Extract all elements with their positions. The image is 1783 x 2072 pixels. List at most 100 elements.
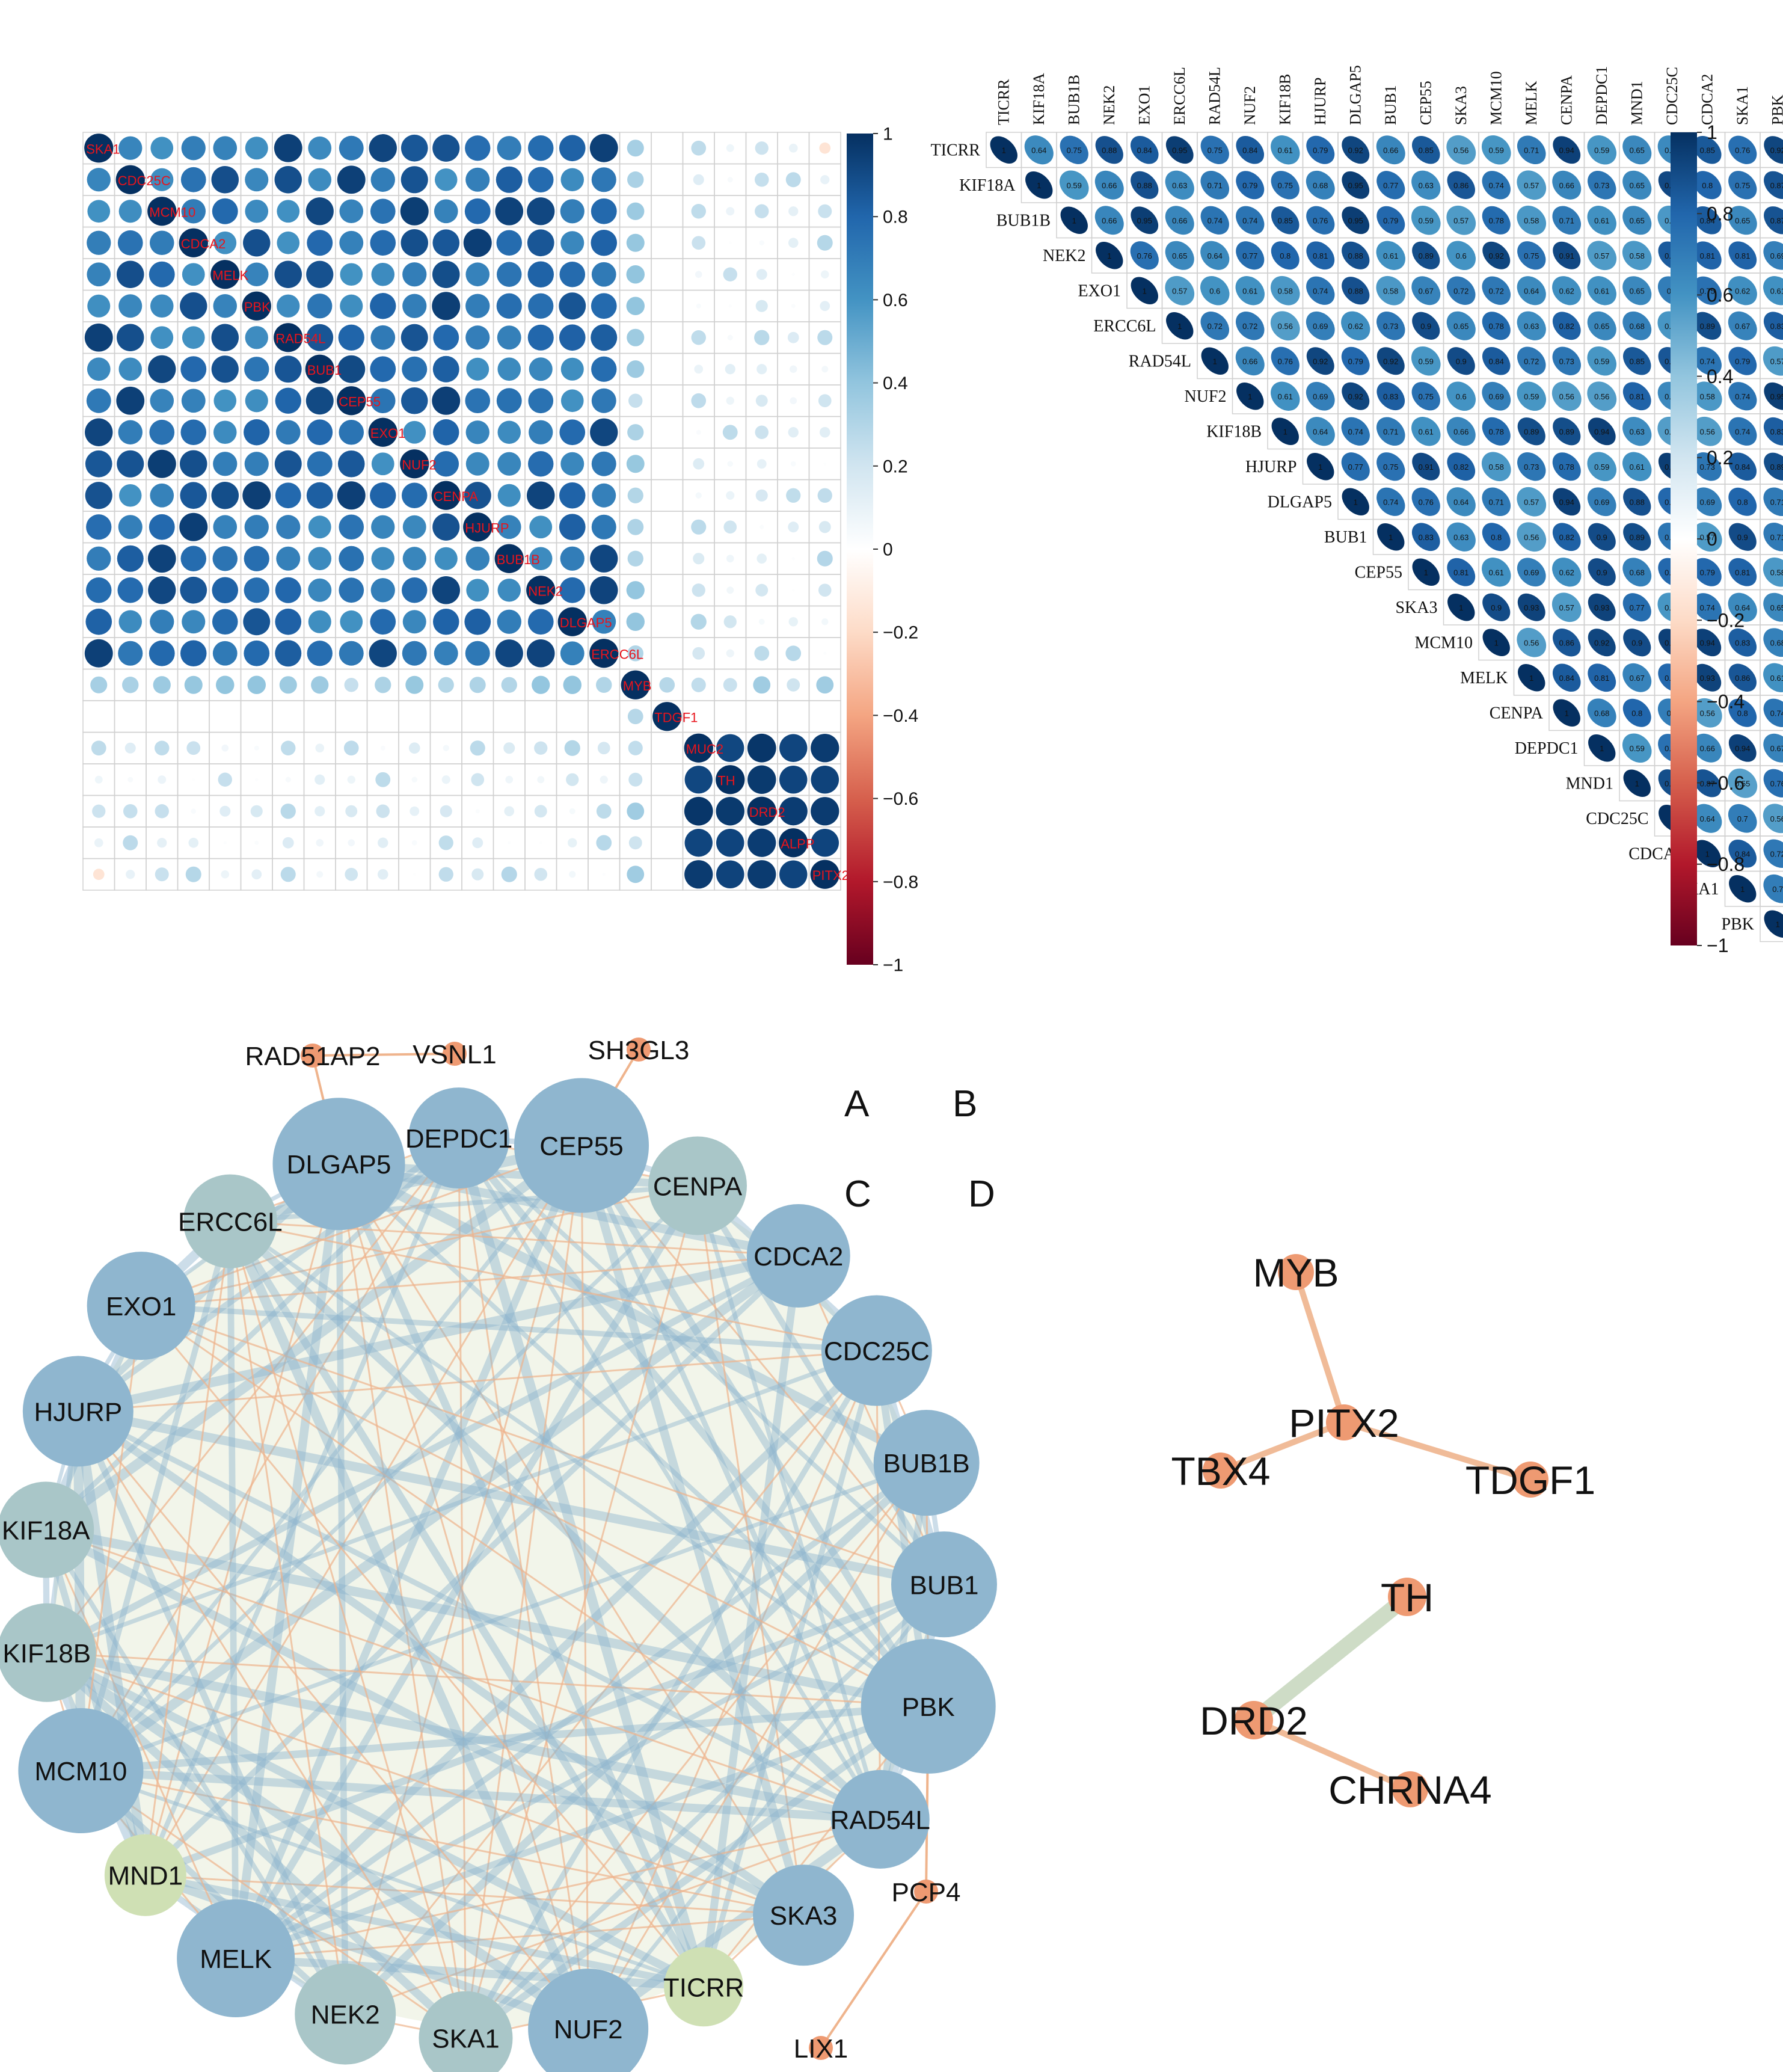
corr-circle-ERCC6L-PITX2 xyxy=(823,651,827,655)
corr-circle-ERCC6L-PBK xyxy=(244,640,270,666)
corr-ellipse-KIF18A-MCM10 xyxy=(1482,171,1511,200)
network-edge xyxy=(143,1253,801,1878)
corr-value: 0.56 xyxy=(1278,322,1293,331)
corr-circle-ALPP-RAD54L xyxy=(282,837,294,849)
corr-circle-BUB1-EXO1 xyxy=(370,356,396,383)
corr-ellipse-RAD54L-NUF2 xyxy=(1235,346,1265,376)
corr-value: 0.87 xyxy=(1770,181,1783,190)
corr-value: 0.63 xyxy=(1630,427,1645,436)
corr-value: 0.74 xyxy=(1348,427,1363,436)
corr-circle-EXO1-MYB xyxy=(627,424,644,441)
corr-ellipse-KIF18A-SKA1 xyxy=(1728,171,1757,200)
corr-circle-CDCA2-MCM10 xyxy=(149,230,174,256)
corr-circle-PITX2-NEK2 xyxy=(534,867,548,881)
corr-circle-BUB1-PITX2 xyxy=(821,366,829,373)
col-label-nuf2: NUF2 xyxy=(1241,86,1259,125)
corr-circle-MYB-MCM10 xyxy=(153,676,171,694)
corr-ellipse-MCM10-MELK xyxy=(1517,627,1547,657)
satellite-node-pcp4 xyxy=(914,1880,938,1904)
corr-value: 1 xyxy=(1107,251,1111,260)
corr-ellipse-MND1-MND1 xyxy=(1623,769,1651,797)
network-edge xyxy=(80,1460,927,1773)
corr-ellipse-ERCC6L-RAD54L xyxy=(1200,311,1230,340)
corr-circle-RAD54L-TDGF1 xyxy=(666,336,668,339)
corr-value: 0.85 xyxy=(1419,146,1434,155)
corr-value: 0.61 xyxy=(1594,286,1609,295)
colorbar-tick-label: 0.6 xyxy=(1707,284,1733,306)
network-edge xyxy=(44,1525,930,1711)
corr-ellipse-RAD54L-MELK xyxy=(1517,346,1546,376)
corr-circle-CENPA-NUF2 xyxy=(401,482,428,509)
corr-ellipse-NEK2-SKA1 xyxy=(1728,241,1757,270)
satellite-label-pcp4: PCP4 xyxy=(892,1878,961,1907)
corr-circle-TH-ERCC6L xyxy=(600,775,608,784)
corr-value: 1 xyxy=(1002,146,1006,155)
satellite-edge xyxy=(312,1053,455,1057)
corr-circle-NEK2-TDGF1 xyxy=(666,589,668,591)
corr-ellipse-BUB1-BUB1 xyxy=(1377,523,1405,551)
row-label-ticrr: TICRR xyxy=(931,141,981,160)
corr-circle-BUB1B-HJURP xyxy=(465,546,490,571)
corr-value: 0.56 xyxy=(1770,814,1783,823)
corr-circle-BUB1B-BUB1B xyxy=(494,544,524,573)
corr-value: 0.67 xyxy=(1770,744,1783,753)
corr-value: 0.66 xyxy=(1453,427,1468,436)
corr-circle-DRD2-DLGAP5 xyxy=(569,808,575,814)
corr-circle-CEP55-TDGF1 xyxy=(666,399,668,402)
network-edge xyxy=(226,1219,593,2031)
corr-circle-MCM10-MCM10 xyxy=(147,197,177,226)
corr-value: 1 xyxy=(1565,709,1569,718)
corr-ellipse-MND1-CDCA2 xyxy=(1693,769,1722,798)
corr-circle-BUB1B-DRD2 xyxy=(756,553,767,564)
corr-ellipse-TICRR-NUF2 xyxy=(1236,135,1265,164)
corr-circle-ALPP-CENPA xyxy=(438,835,453,850)
corr-circle-HJURP-RAD54L xyxy=(276,515,301,540)
corr-ellipse-RAD54L-KIF18B xyxy=(1271,346,1300,375)
corr-circle-PITX2-ALPP xyxy=(779,860,808,888)
corr-ellipse-HJURP-HJURP xyxy=(1307,453,1334,481)
corr-value: 0.79 xyxy=(1313,146,1328,155)
corr-value: 0.61 xyxy=(1770,286,1783,295)
corr-circle-MUC2-CENPA xyxy=(443,745,449,751)
network-edge xyxy=(80,1702,929,1775)
corr-value: 0.58 xyxy=(1770,568,1783,577)
corr-value: 0.82 xyxy=(1453,463,1468,472)
corr-circle-RAD54L-PBK xyxy=(245,326,268,349)
corr-circle-PITX2-TDGF1 xyxy=(666,873,668,876)
corr-ellipse-NUF2-SKA1 xyxy=(1728,382,1757,411)
network-node-cep55 xyxy=(514,1078,649,1213)
corr-circle-PBK-MUC2 xyxy=(696,303,701,309)
corr-circle-CDCA2-HJURP xyxy=(463,229,492,257)
corr-circle-NEK2-CDC25C xyxy=(117,577,144,603)
network-edge xyxy=(1252,1717,1412,1792)
corr-circle-ERCC6L-ERCC6L xyxy=(589,639,619,668)
corr-circle-MCM10-SKA1 xyxy=(87,200,111,223)
corr-circle-CDC25C-NEK2 xyxy=(527,167,554,193)
corr-value: 0.59 xyxy=(1419,357,1434,366)
corr-ellipse-DLGAP5-MND1 xyxy=(1623,488,1651,516)
network-edge xyxy=(79,1144,583,1772)
col-label-pbk: PBK xyxy=(1769,94,1783,125)
corr-circle-MUC2-MYB xyxy=(628,740,643,755)
corr-value: 0.79 xyxy=(1735,357,1750,366)
corr-circle-CDCA2-TH xyxy=(728,241,732,245)
corr-value: 0.92 xyxy=(1594,638,1609,647)
corr-circle-CEP55-DRD2 xyxy=(755,395,768,407)
corr-ellipse-EXO1-RAD54L xyxy=(1200,276,1230,306)
corr-circle-BUB1B-MELK xyxy=(212,546,238,571)
corr-value: 0.56 xyxy=(1453,146,1468,155)
corr-circle-CENPA-MELK xyxy=(211,481,239,509)
corr-circle-EXO1-TDGF1 xyxy=(666,431,668,434)
corr-ellipse-KIF18B-SKA1 xyxy=(1728,417,1757,446)
network-edge xyxy=(229,1221,346,2014)
corr-circle-MELK-TH xyxy=(723,267,737,281)
corr-value: 0.79 xyxy=(1348,357,1363,366)
corr-circle-NUF2-MCM10 xyxy=(147,449,176,478)
corr-circle-MELK-EXO1 xyxy=(371,262,395,286)
corr-ellipse-BUB1B-SKA3 xyxy=(1446,205,1476,235)
diag-label-bub1b: BUB1B xyxy=(497,552,540,567)
corr-ellipse-ERCC6L-NUF2 xyxy=(1235,311,1265,340)
corr-ellipse-HJURP-SKA1 xyxy=(1728,452,1757,481)
corr-circle-MELK-HJURP xyxy=(465,262,490,287)
corr-circle-CENPA-PBK xyxy=(242,481,271,510)
